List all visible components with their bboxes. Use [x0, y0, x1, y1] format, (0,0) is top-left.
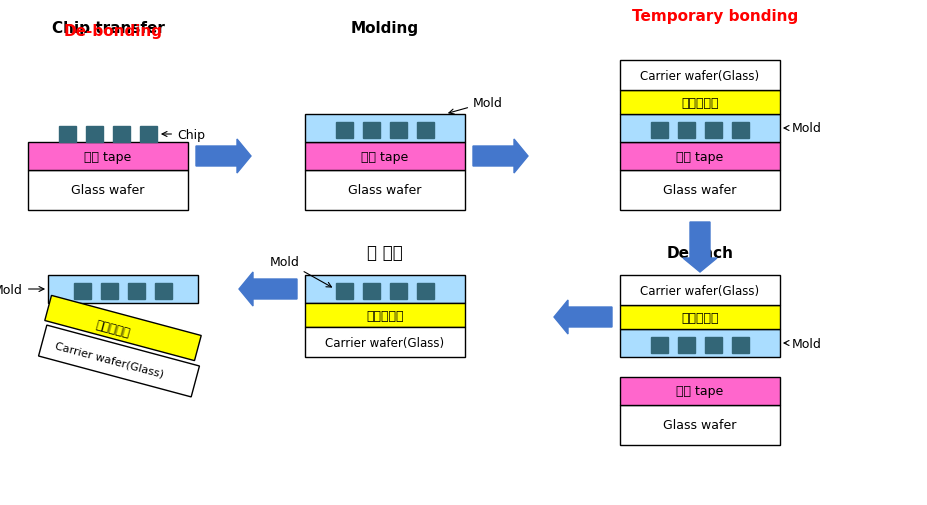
Bar — [28, 143, 188, 171]
Text: Temporary bonding: Temporary bonding — [631, 9, 797, 23]
Bar — [336, 283, 352, 299]
Text: Glass wafer: Glass wafer — [663, 184, 736, 197]
Bar — [619, 61, 780, 91]
Text: Carrier wafer(Glass): Carrier wafer(Glass) — [325, 336, 444, 349]
Bar — [362, 283, 379, 299]
Bar — [705, 337, 721, 354]
Bar — [28, 171, 188, 211]
Bar — [128, 283, 145, 299]
Bar — [140, 127, 157, 143]
Text: 임시접착제: 임시접착제 — [680, 96, 718, 109]
Bar — [59, 127, 76, 143]
Bar — [305, 171, 464, 211]
Bar — [155, 283, 171, 299]
Bar — [619, 171, 780, 211]
Bar — [619, 377, 780, 405]
Text: Glass wafer: Glass wafer — [348, 184, 421, 197]
Bar — [305, 143, 464, 171]
Bar — [305, 304, 464, 327]
Bar — [678, 123, 694, 139]
Bar — [48, 275, 197, 304]
Bar — [86, 127, 103, 143]
Bar — [619, 275, 780, 306]
Text: 발포 tape: 발포 tape — [676, 150, 723, 163]
Text: Carrier wafer(Glass): Carrier wafer(Glass) — [54, 340, 164, 379]
Text: Molding: Molding — [350, 21, 419, 35]
Bar — [731, 123, 748, 139]
Bar — [305, 115, 464, 143]
Bar — [101, 283, 118, 299]
Text: Carrier wafer(Glass): Carrier wafer(Glass) — [640, 284, 758, 297]
FancyArrow shape — [196, 140, 250, 174]
Text: 임시접착제: 임시접착제 — [95, 318, 132, 339]
Text: Mold: Mold — [270, 255, 331, 287]
Bar — [651, 123, 667, 139]
Bar — [651, 337, 667, 354]
Bar — [619, 306, 780, 329]
Text: 발포 tape: 발포 tape — [361, 150, 408, 163]
Text: Mold: Mold — [0, 283, 44, 296]
Text: 후 공정: 후 공정 — [367, 243, 402, 262]
Text: De-bonding: De-bonding — [63, 23, 162, 38]
Text: Glass wafer: Glass wafer — [71, 184, 145, 197]
Bar — [705, 123, 721, 139]
Bar — [619, 115, 780, 143]
Bar — [416, 123, 434, 139]
Bar — [362, 123, 379, 139]
Bar — [389, 283, 407, 299]
Text: 발포 tape: 발포 tape — [676, 385, 723, 398]
Text: Chip transfer: Chip transfer — [52, 21, 164, 35]
FancyArrow shape — [239, 273, 297, 307]
Bar — [678, 337, 694, 354]
Polygon shape — [39, 325, 199, 397]
Bar — [305, 327, 464, 358]
Text: Mold: Mold — [783, 337, 821, 350]
Text: Glass wafer: Glass wafer — [663, 419, 736, 432]
Bar — [389, 123, 407, 139]
Bar — [619, 143, 780, 171]
FancyArrow shape — [473, 140, 527, 174]
Text: De-tach: De-tach — [666, 245, 732, 260]
Text: 임시접착제: 임시접착제 — [366, 309, 403, 322]
Bar — [619, 405, 780, 445]
Text: 임시접착제: 임시접착제 — [680, 311, 718, 324]
Bar — [336, 123, 352, 139]
Text: Mold: Mold — [449, 96, 502, 115]
Bar — [74, 283, 91, 299]
Polygon shape — [44, 296, 201, 361]
FancyArrow shape — [682, 223, 717, 273]
Bar — [416, 283, 434, 299]
FancyArrow shape — [553, 300, 611, 334]
Bar — [113, 127, 130, 143]
Bar — [305, 275, 464, 304]
Text: Chip: Chip — [162, 128, 205, 141]
Text: Mold: Mold — [783, 122, 821, 135]
Text: Carrier wafer(Glass): Carrier wafer(Glass) — [640, 69, 758, 82]
Bar — [619, 91, 780, 115]
Text: 발포 tape: 발포 tape — [84, 150, 132, 163]
Bar — [619, 329, 780, 358]
Bar — [731, 337, 748, 354]
